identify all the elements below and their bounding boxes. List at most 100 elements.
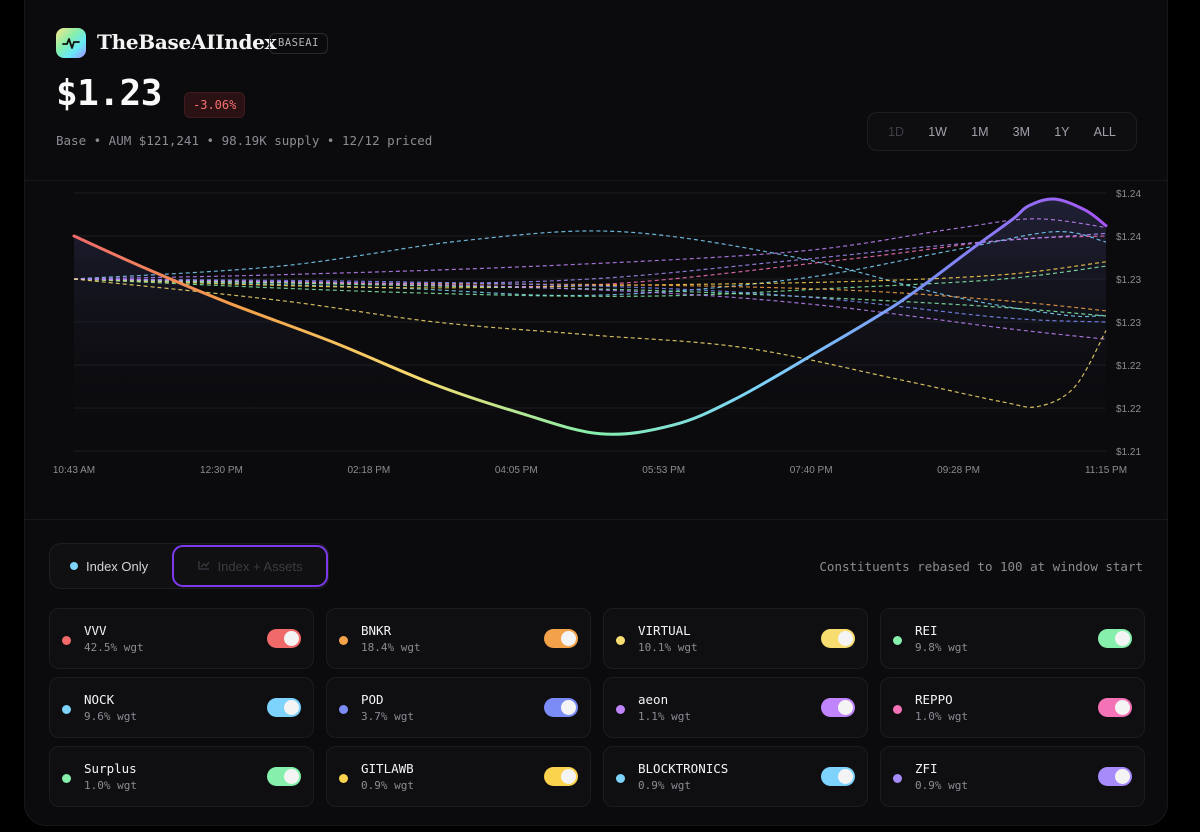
asset-visibility-toggle[interactable] — [544, 698, 578, 717]
asset-visibility-toggle[interactable] — [1098, 629, 1132, 648]
chart-mode-toggle: Index Only Index + Assets — [49, 543, 329, 589]
index-price: $1.23 — [56, 73, 162, 114]
toggle-knob — [284, 769, 299, 784]
toggle-knob — [561, 700, 576, 715]
asset-tile-gitlawb[interactable]: GITLAWB 0.9% wgt — [326, 746, 591, 807]
toggle-knob — [284, 700, 299, 715]
constituent-line — [73, 265, 1107, 297]
constituent-line — [73, 278, 1107, 317]
asset-tile-surplus[interactable]: Surplus 1.0% wgt — [49, 746, 314, 807]
toggle-knob — [561, 769, 576, 784]
asset-tile-virtual[interactable]: VIRTUAL 10.1% wgt — [603, 608, 868, 669]
asset-tile-rei[interactable]: REI 9.8% wgt — [880, 608, 1145, 669]
asset-name: BNKR — [361, 623, 392, 638]
y-tick-label: $1.23 — [1116, 275, 1141, 286]
asset-weight: 0.9% wgt — [915, 779, 968, 792]
index-assets-label: Index + Assets — [217, 558, 303, 574]
asset-color-dot — [616, 774, 625, 783]
index-card: TheBaseAIIndex BASEAI $1.23 -3.06% Base … — [24, 0, 1168, 826]
asset-visibility-toggle[interactable] — [267, 698, 301, 717]
y-tick-label: $1.22 — [1116, 361, 1141, 372]
asset-visibility-toggle[interactable] — [821, 767, 855, 786]
index-dot-icon — [70, 562, 78, 570]
x-tick-label: 05:53 PM — [642, 465, 685, 476]
asset-visibility-toggle[interactable] — [544, 767, 578, 786]
price-change-badge: -3.06% — [184, 92, 246, 118]
asset-color-dot — [339, 774, 348, 783]
asset-name: Surplus — [84, 761, 137, 776]
range-3m-button[interactable]: 3M — [1012, 124, 1031, 139]
asset-tile-bnkr[interactable]: BNKR 18.4% wgt — [326, 608, 591, 669]
asset-visibility-toggle[interactable] — [544, 629, 578, 648]
index-line — [72, 197, 1108, 436]
asset-weight: 0.9% wgt — [638, 779, 691, 792]
rebased-note: Constituents rebased to 100 at window st… — [819, 559, 1143, 574]
constituent-line — [73, 230, 1107, 318]
brand-name: TheBaseAIIndex — [97, 30, 277, 54]
y-tick-label: $1.22 — [1116, 404, 1141, 415]
asset-weight: 9.6% wgt — [84, 710, 137, 723]
toggle-knob — [284, 631, 299, 646]
toggle-knob — [1115, 631, 1130, 646]
asset-color-dot — [893, 705, 902, 714]
asset-tile-blocktronics[interactable]: BLOCKTRONICS 0.9% wgt — [603, 746, 868, 807]
y-tick-label: $1.23 — [1116, 318, 1141, 329]
range-1w-button[interactable]: 1W — [928, 124, 947, 139]
asset-tile-nock[interactable]: NOCK 9.6% wgt — [49, 677, 314, 738]
y-tick-label: $1.24 — [1116, 232, 1141, 243]
asset-tile-vvv[interactable]: VVV 42.5% wgt — [49, 608, 314, 669]
asset-tile-zfi[interactable]: ZFI 0.9% wgt — [880, 746, 1145, 807]
asset-color-dot — [893, 774, 902, 783]
asset-visibility-toggle[interactable] — [821, 629, 855, 648]
asset-name: VIRTUAL — [638, 623, 691, 638]
constituent-line — [73, 231, 1107, 297]
asset-weight: 1.0% wgt — [915, 710, 968, 723]
toggle-knob — [838, 631, 853, 646]
range-1d-button[interactable]: 1D — [888, 124, 905, 139]
asset-visibility-toggle[interactable] — [267, 629, 301, 648]
asset-grid: VVV 42.5% wgt BNKR 18.4% wgt VIRTUAL 10.1% wg… — [49, 608, 1145, 807]
asset-color-dot — [339, 636, 348, 645]
constituent-line — [73, 261, 1107, 289]
asset-tile-aeon[interactable]: aeon 1.1% wgt — [603, 677, 868, 738]
x-tick-label: 12:30 PM — [200, 465, 243, 476]
header-divider — [25, 180, 1167, 181]
toggle-knob — [561, 631, 576, 646]
toggle-knob — [1115, 769, 1130, 784]
constituent-line — [73, 278, 1107, 408]
index-assets-button[interactable]: Index + Assets — [172, 545, 328, 587]
index-area — [74, 198, 1106, 451]
range-all-button[interactable]: ALL — [1093, 124, 1116, 139]
asset-color-dot — [62, 774, 71, 783]
asset-color-dot — [339, 705, 348, 714]
ticker-badge: BASEAI — [269, 33, 328, 54]
asset-name: REPPO — [915, 692, 953, 707]
price-chart[interactable]: $1.24 $1.24 $1.23 $1.23 $1.22 $1.22 $1.21 10:43… — [25, 177, 1168, 507]
asset-visibility-toggle[interactable] — [821, 698, 855, 717]
x-tick-label: 02:18 PM — [347, 465, 390, 476]
index-meta: Base • AUM $121,241 • 98.19K supply • 12… — [56, 133, 433, 148]
asset-weight: 1.0% wgt — [84, 779, 137, 792]
asset-color-dot — [893, 636, 902, 645]
index-only-button[interactable]: Index Only — [70, 546, 148, 586]
constituent-line — [73, 278, 1107, 340]
chart-divider — [25, 519, 1167, 520]
asset-weight: 42.5% wgt — [84, 641, 144, 654]
range-1m-button[interactable]: 1M — [971, 124, 989, 139]
asset-visibility-toggle[interactable] — [1098, 767, 1132, 786]
asset-visibility-toggle[interactable] — [1098, 698, 1132, 717]
y-tick-label: $1.24 — [1116, 189, 1141, 200]
time-range-selector: 1D 1W 1M 3M 1Y ALL — [867, 112, 1137, 151]
y-tick-label: $1.21 — [1116, 447, 1141, 458]
asset-name: POD — [361, 692, 384, 707]
line-chart-icon — [197, 559, 210, 573]
asset-weight: 10.1% wgt — [638, 641, 698, 654]
asset-tile-reppo[interactable]: REPPO 1.0% wgt — [880, 677, 1145, 738]
asset-name: NOCK — [84, 692, 115, 707]
x-tick-label: 11:15 PM — [1085, 465, 1127, 476]
asset-weight: 3.7% wgt — [361, 710, 414, 723]
range-1y-button[interactable]: 1Y — [1054, 124, 1070, 139]
asset-tile-pod[interactable]: POD 3.7% wgt — [326, 677, 591, 738]
asset-visibility-toggle[interactable] — [267, 767, 301, 786]
asset-color-dot — [62, 705, 71, 714]
